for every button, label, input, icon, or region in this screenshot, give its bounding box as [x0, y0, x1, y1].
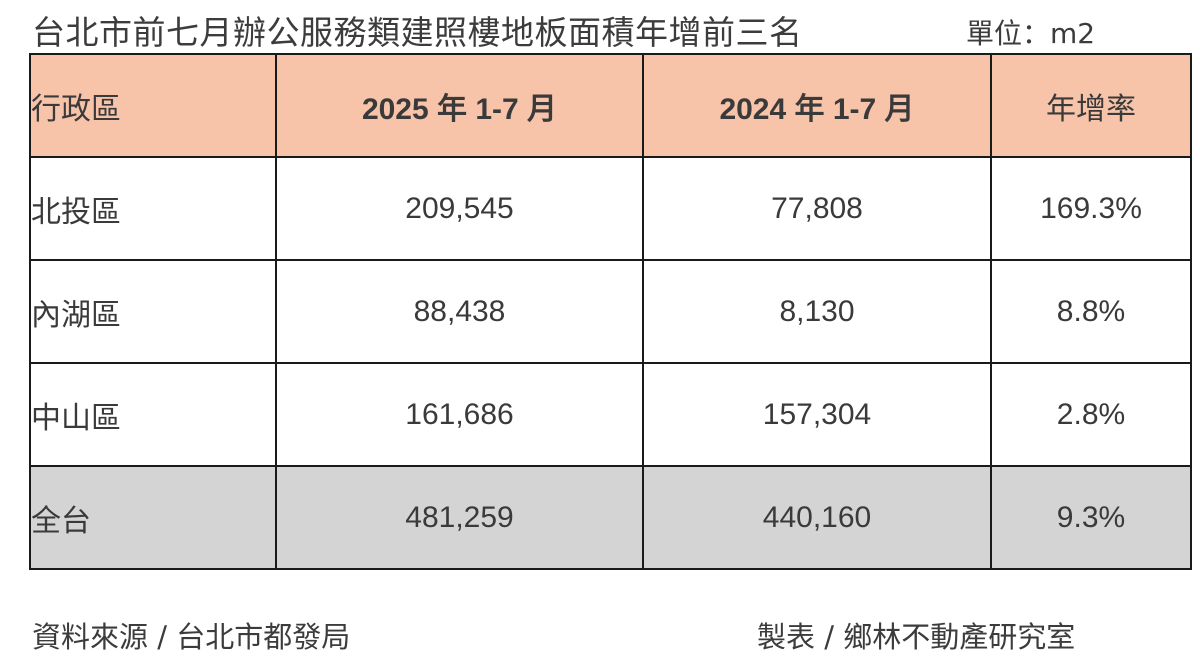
header-2024: 2024 年 1-7 月 — [642, 53, 992, 158]
maker-note: 製表 / 鄉林不動產研究室 — [757, 620, 1076, 654]
cell-2025: 161,686 — [275, 362, 644, 467]
total-label: 全台 — [29, 465, 277, 570]
data-table: 行政區 2025 年 1-7 月 2024 年 1-7 月 年增率 北投區 20… — [29, 53, 1192, 570]
header-growth-rate: 年增率 — [990, 53, 1192, 158]
cell-growth-rate: 2.8% — [990, 362, 1192, 467]
total-2024: 440,160 — [642, 465, 992, 570]
total-2025: 481,259 — [275, 465, 644, 570]
table-total-row: 全台 481,259 440,160 9.3% — [29, 465, 1192, 570]
cell-district: 內湖區 — [29, 259, 277, 364]
header-2025: 2025 年 1-7 月 — [275, 53, 644, 158]
cell-growth-rate: 169.3% — [990, 156, 1192, 261]
cell-2024: 157,304 — [642, 362, 992, 467]
cell-2024: 8,130 — [642, 259, 992, 364]
cell-2024: 77,808 — [642, 156, 992, 261]
cell-district: 中山區 — [29, 362, 277, 467]
source-note: 資料來源 / 台北市都發局 — [32, 620, 351, 654]
table-row: 北投區 209,545 77,808 169.3% — [29, 156, 1192, 261]
total-growth-rate: 9.3% — [990, 465, 1192, 570]
cell-district: 北投區 — [29, 156, 277, 261]
table-row: 內湖區 88,438 8,130 8.8% — [29, 259, 1192, 364]
cell-2025: 209,545 — [275, 156, 644, 261]
cell-2025: 88,438 — [275, 259, 644, 364]
table-row: 中山區 161,686 157,304 2.8% — [29, 362, 1192, 467]
page-title: 台北市前七月辦公服務類建照樓地板面積年增前三名 — [32, 13, 803, 52]
table-header-row: 行政區 2025 年 1-7 月 2024 年 1-7 月 年增率 — [29, 53, 1192, 158]
unit-label: 單位：m2 — [966, 17, 1096, 50]
cell-growth-rate: 8.8% — [990, 259, 1192, 364]
header-district: 行政區 — [29, 53, 277, 158]
